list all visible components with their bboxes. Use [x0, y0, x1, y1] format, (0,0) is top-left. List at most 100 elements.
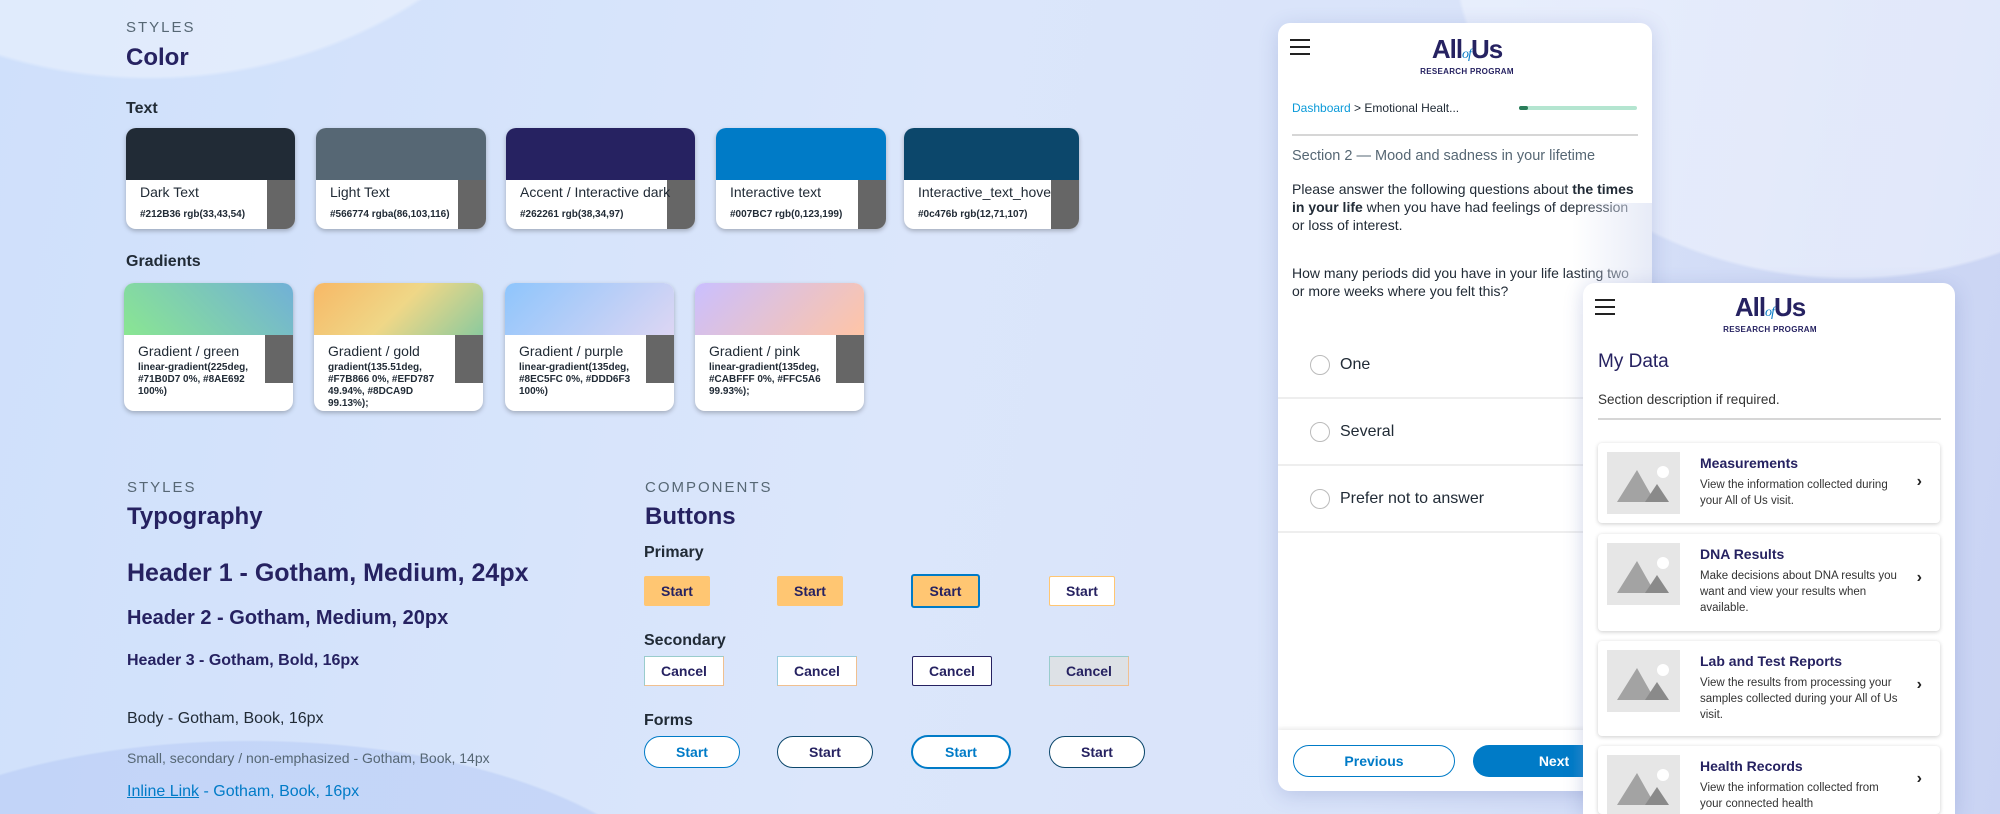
body-sample: Body - Gotham, Book, 16px — [127, 710, 324, 727]
divider — [1598, 418, 1941, 420]
primary-button-default[interactable]: Start — [644, 576, 710, 606]
inline-link[interactable]: Inline Link — [127, 783, 200, 800]
color-card: Interactive_text_hove #0c476b rgb(12,71,… — [904, 128, 1079, 229]
primary-button-hover[interactable]: Start — [777, 576, 843, 606]
image-placeholder-icon — [1607, 755, 1680, 814]
text-label: Text — [126, 100, 158, 117]
color-chip — [267, 180, 295, 229]
color-value: #007BC7 rgb(0,123,199) — [730, 209, 843, 220]
gradient-value: gradient(135.51deg, #F7B866 0%, #EFD787 … — [328, 362, 435, 409]
breadcrumb-current: > Emotional Healt... — [1350, 101, 1460, 115]
intro-text: Please answer the following questions ab… — [1292, 181, 1634, 233]
chevron-right-icon[interactable]: › — [1916, 676, 1922, 693]
image-placeholder-icon — [1607, 543, 1680, 605]
hamburger-menu-icon[interactable] — [1595, 299, 1615, 320]
gradient-swatch — [695, 283, 864, 335]
header3-sample: Header 3 - Gotham, Bold, 16px — [127, 652, 360, 669]
color-swatch — [126, 128, 295, 180]
gradient-chip — [455, 335, 483, 383]
color-name: Interactive_text_hove — [918, 184, 1052, 200]
color-chip — [858, 180, 886, 229]
color-value: #262261 rgb(38,34,97) — [520, 209, 624, 220]
secondary-button-default[interactable]: Cancel — [644, 656, 724, 686]
primary-label: Primary — [644, 544, 704, 561]
gradient-swatch — [124, 283, 293, 335]
card-description: View the results from processing your sa… — [1700, 677, 1898, 721]
color-name: Accent / Interactive dark — [520, 184, 671, 200]
data-card[interactable]: DNA Results Make decisions about DNA res… — [1598, 534, 1940, 631]
gradients-label: Gradients — [126, 253, 201, 270]
chevron-right-icon[interactable]: › — [1916, 770, 1922, 787]
data-card[interactable]: Lab and Test Reports View the results fr… — [1598, 641, 1940, 736]
radio-icon[interactable] — [1310, 422, 1330, 442]
form-button-focus[interactable]: Start — [911, 735, 1011, 769]
form-button-pressed[interactable]: Start — [1049, 736, 1145, 768]
form-button-hover[interactable]: Start — [777, 736, 873, 768]
image-placeholder-icon — [1607, 650, 1680, 712]
card-title: Measurements — [1700, 455, 1799, 471]
gradient-card: Gradient / gold gradient(135.51deg, #F7B… — [314, 283, 483, 411]
previous-button[interactable]: Previous — [1293, 745, 1455, 777]
color-card: Light Text #566774 rgba(86,103,116) — [316, 128, 486, 229]
header2-sample: Header 2 - Gotham, Medium, 20px — [127, 607, 449, 629]
color-eyebrow: STYLES — [126, 19, 196, 36]
data-card[interactable]: Health Records View the information coll… — [1598, 746, 1940, 814]
data-card[interactable]: Measurements View the information collec… — [1598, 443, 1940, 523]
color-name: Dark Text — [140, 184, 199, 200]
primary-button-outline[interactable]: Start — [1049, 576, 1115, 606]
gradient-card: Gradient / green linear-gradient(225deg,… — [124, 283, 293, 411]
gradient-name: Gradient / pink — [709, 343, 801, 359]
typography-eyebrow: STYLES — [127, 479, 197, 496]
color-chip — [1051, 180, 1079, 229]
secondary-button-disabled[interactable]: Cancel — [1049, 656, 1129, 686]
radio-icon[interactable] — [1310, 489, 1330, 509]
secondary-button-hover[interactable]: Cancel — [777, 656, 857, 686]
gradient-chip — [265, 335, 293, 383]
chevron-right-icon[interactable]: › — [1916, 569, 1922, 586]
progress-bar — [1519, 106, 1637, 110]
color-swatch — [904, 128, 1079, 180]
form-button-default[interactable]: Start — [644, 736, 740, 768]
primary-button-focus[interactable]: Start — [911, 574, 980, 608]
color-value: #0c476b rgb(12,71,107) — [918, 209, 1028, 220]
secondary-button-focus[interactable]: Cancel — [912, 656, 992, 686]
gradient-value: linear-gradient(135deg, #8EC5FC 0%, #DDD… — [519, 362, 631, 397]
option-one[interactable]: One — [1278, 333, 1652, 399]
chevron-right-icon[interactable]: › — [1916, 473, 1922, 490]
inline-link-desc: - Gotham, Book, 16px — [199, 783, 360, 800]
card-title: DNA Results — [1700, 546, 1785, 562]
gradient-value: linear-gradient(225deg, #71B0D7 0%, #8AE… — [138, 362, 249, 397]
image-placeholder-icon — [1607, 452, 1680, 514]
color-card: Dark Text #212B36 rgb(33,43,54) — [126, 128, 295, 229]
color-chip — [458, 180, 486, 229]
option-several[interactable]: Several — [1278, 400, 1652, 466]
question-text: How many periods did you have in your li… — [1292, 265, 1629, 299]
gradient-name: Gradient / purple — [519, 343, 624, 359]
header1-sample: Header 1 - Gotham, Medium, 24px — [127, 559, 529, 587]
gradient-card: Gradient / purple linear-gradient(135deg… — [505, 283, 674, 411]
radio-icon[interactable] — [1310, 355, 1330, 375]
divider — [1292, 134, 1638, 136]
color-name: Light Text — [330, 184, 390, 200]
card-title: Health Records — [1700, 758, 1803, 774]
all-of-us-logo: AllofUs RESEARCH PROGRAM — [1420, 34, 1514, 76]
color-card: Interactive text #007BC7 rgb(0,123,199) — [716, 128, 886, 229]
color-title: Color — [126, 44, 189, 71]
option-prefer-not[interactable]: Prefer not to answer — [1278, 467, 1652, 533]
hamburger-menu-icon[interactable] — [1290, 39, 1310, 60]
typography-title: Typography — [127, 503, 263, 530]
section-description: Section description if required. — [1598, 392, 1780, 407]
card-description: Make decisions about DNA results you wan… — [1700, 570, 1897, 614]
card-title: Lab and Test Reports — [1700, 653, 1843, 669]
breadcrumb-dashboard[interactable]: Dashboard — [1292, 101, 1351, 115]
gradient-name: Gradient / gold — [328, 343, 420, 359]
color-swatch — [316, 128, 486, 180]
gradient-swatch — [505, 283, 674, 335]
gradient-name: Gradient / green — [138, 343, 240, 359]
my-data-screen: AllofUs RESEARCH PROGRAM My Data Section … — [1583, 283, 1955, 814]
section-title: Section 2 — Mood and sadness in your lif… — [1292, 148, 1596, 164]
color-swatch — [716, 128, 886, 180]
color-value: #566774 rgba(86,103,116) — [330, 209, 450, 220]
small-sample: Small, secondary / non-emphasized - Goth… — [127, 750, 490, 766]
secondary-label: Secondary — [644, 632, 726, 649]
